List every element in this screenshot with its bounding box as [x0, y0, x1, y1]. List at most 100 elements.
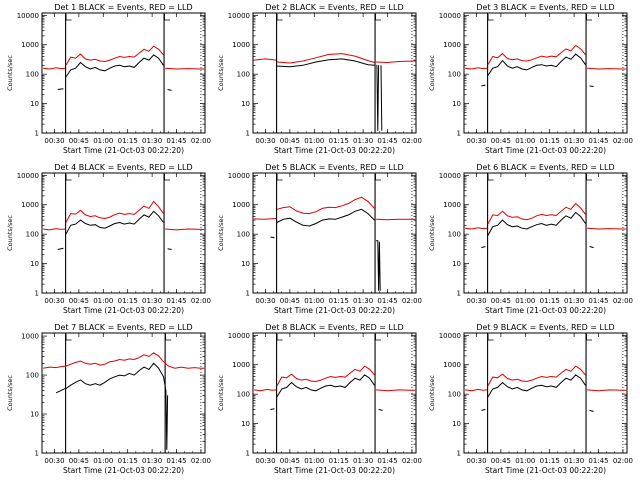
x-tick-label: 01:30 — [353, 457, 373, 465]
x-tick-label: 02:00 — [402, 137, 422, 145]
series-events-line — [481, 84, 486, 87]
series-events-line — [167, 89, 172, 91]
x-tick-label: 01:30 — [353, 137, 373, 145]
y-tick-label: 1000 — [443, 361, 461, 369]
y-tick-label: 1 — [246, 450, 250, 458]
x-tick-label: 01:00 — [93, 457, 113, 465]
y-tick-label: 1000 — [443, 41, 461, 49]
y-tick-label: 1000 — [232, 41, 250, 49]
y-axis-label: Counts/sec — [6, 375, 14, 411]
y-tick-label: 10 — [241, 420, 250, 428]
panel-det-3: Det 3 BLACK = Events, RED = LLD Counts/se… — [428, 3, 633, 155]
series-events-line — [589, 246, 594, 249]
x-tick-label: 02:00 — [613, 297, 633, 305]
y-axis-label: Counts/sec — [428, 55, 436, 91]
series-lld-line — [276, 196, 375, 215]
y-axis-label: Counts/sec — [6, 55, 14, 91]
plot-frame — [463, 12, 628, 134]
y-tick-label: 1000 — [21, 333, 39, 341]
interval-marker-flag — [375, 334, 382, 341]
plot-frame — [463, 172, 628, 294]
series-events-line — [55, 362, 169, 450]
y-tick-label: 10000 — [439, 332, 461, 340]
series-lld-line — [276, 365, 375, 387]
interval-marker-flag — [276, 174, 283, 181]
x-tick-label: 00:30 — [44, 297, 64, 305]
series-lld-line — [587, 389, 627, 392]
x-tick-label: 02:00 — [402, 297, 422, 305]
series-lld-line — [465, 227, 488, 230]
x-tick-label: 00:45 — [69, 297, 89, 305]
series-events-line — [270, 408, 275, 410]
x-tick-label: 01:45 — [166, 297, 186, 305]
x-tick-label: 01:15 — [540, 137, 560, 145]
x-tick-label: 00:45 — [280, 137, 300, 145]
y-tick-label: 1 — [35, 290, 39, 298]
plot-frame — [463, 332, 628, 454]
plot-frame — [41, 332, 206, 454]
x-tick-label: 00:45 — [491, 137, 511, 145]
panel-det-4: Det 4 BLACK = Events, RED = LLD Counts/se… — [6, 163, 211, 315]
x-tick-label: 00:30 — [255, 137, 275, 145]
x-tick-label: 01:00 — [515, 297, 535, 305]
y-tick-label: 100 — [26, 372, 39, 380]
series-lld-line — [43, 352, 205, 369]
y-tick-label: 100 — [448, 231, 461, 239]
panel-det-6: Det 6 BLACK = Events, RED = LLD Counts/se… — [428, 163, 633, 315]
y-tick-label: 10000 — [228, 172, 250, 180]
x-tick-label: 00:45 — [280, 457, 300, 465]
x-tick-label: 02:00 — [613, 457, 633, 465]
x-tick-label: 01:00 — [93, 297, 113, 305]
x-tick-label: 00:30 — [44, 137, 64, 145]
x-tick-label: 00:30 — [466, 297, 486, 305]
series-events-line — [380, 65, 383, 131]
series-events-line — [57, 88, 64, 90]
series-events-line — [376, 240, 381, 291]
interval-marker-flag — [487, 174, 494, 181]
x-tick-label: 01:30 — [142, 137, 162, 145]
panel-title: Det 9 BLACK = Events, RED = LLD — [476, 323, 614, 332]
y-tick-label: 10000 — [17, 12, 39, 20]
y-tick-label: 100 — [237, 391, 250, 399]
series-lld-line — [276, 53, 375, 64]
series-lld-line — [487, 44, 586, 65]
x-tick-label: 01:30 — [142, 297, 162, 305]
x-tick-label: 01:15 — [540, 297, 560, 305]
x-tick-label: 01:00 — [304, 297, 324, 305]
series-lld-line — [376, 60, 416, 64]
y-tick-label: 10 — [452, 420, 461, 428]
y-tick-label: 10 — [30, 100, 39, 108]
interval-marker-flag — [65, 14, 72, 21]
panel-det-9: Det 9 BLACK = Events, RED = LLD Counts/se… — [428, 323, 633, 475]
x-tick-label: 01:45 — [377, 297, 397, 305]
y-tick-label: 1 — [246, 130, 250, 138]
x-tick-label: 01:00 — [515, 457, 535, 465]
y-axis-label: Counts/sec — [217, 215, 225, 251]
x-tick-label: 01:15 — [329, 137, 349, 145]
y-tick-label: 1000 — [443, 201, 461, 209]
y-tick-label: 1000 — [232, 201, 250, 209]
series-lld-line — [587, 67, 627, 70]
y-tick-label: 1 — [35, 450, 39, 458]
series-lld-line — [43, 228, 66, 231]
x-tick-label: 01:15 — [540, 457, 560, 465]
series-events-line — [57, 247, 64, 250]
x-axis-label: Start Time (21-Oct-03 00:22:20) — [274, 146, 395, 155]
x-tick-label: 01:00 — [304, 137, 324, 145]
x-tick-label: 00:45 — [69, 137, 89, 145]
x-tick-label: 02:00 — [191, 297, 211, 305]
series-lld-line — [376, 389, 416, 392]
x-axis-label: Start Time (21-Oct-03 00:22:20) — [63, 466, 184, 475]
series-lld-line — [587, 227, 627, 230]
interval-marker-flag — [586, 334, 593, 341]
x-tick-label: 02:00 — [613, 137, 633, 145]
x-tick-label: 00:30 — [255, 297, 275, 305]
y-axis-label: Counts/sec — [217, 375, 225, 411]
x-tick-label: 01:15 — [118, 297, 138, 305]
x-axis-label: Start Time (21-Oct-03 00:22:20) — [63, 306, 184, 315]
y-tick-label: 1 — [457, 290, 461, 298]
series-events-line — [487, 211, 586, 236]
series-events-line — [65, 210, 164, 235]
plot-frame — [252, 332, 417, 454]
series-events-line — [270, 236, 275, 239]
